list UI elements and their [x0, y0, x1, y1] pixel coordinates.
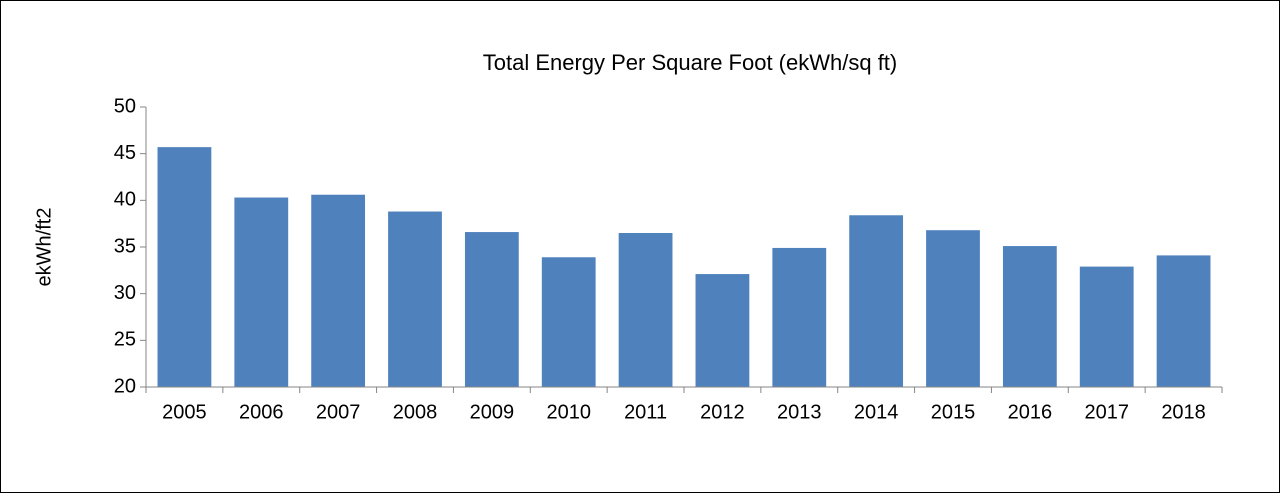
bar: [926, 230, 980, 387]
bar: [1079, 266, 1134, 387]
bar: [1156, 255, 1211, 387]
x-tick-label: 2018: [1161, 401, 1206, 423]
y-tick-label: 40: [114, 189, 136, 211]
x-tick-label: 2011: [624, 401, 667, 423]
bar: [1002, 246, 1057, 387]
bar: [311, 194, 366, 387]
y-tick-label: 45: [114, 142, 136, 164]
bar: [157, 147, 212, 387]
chart-title: Total Energy Per Square Foot (ekWh/sq ft…: [483, 50, 898, 75]
bar: [541, 257, 596, 387]
y-tick-label: 35: [114, 235, 136, 257]
bar: [695, 274, 750, 387]
y-axis-label: ekWh/ft2: [33, 208, 55, 287]
y-tick-label: 50: [114, 95, 136, 117]
x-tick-label: 2012: [700, 401, 745, 423]
x-tick-label: 2006: [239, 401, 284, 423]
x-tick-label: 2010: [546, 401, 591, 423]
y-tick-label: 30: [114, 282, 136, 304]
bar: [234, 197, 289, 387]
y-tick-label: 20: [114, 375, 136, 397]
bar: [849, 215, 904, 387]
x-tick-label: 2014: [854, 401, 899, 423]
y-tick-label: 25: [114, 329, 136, 351]
bar: [618, 233, 673, 387]
x-tick-label: 2017: [1084, 401, 1129, 423]
x-tick-label: 2015: [931, 401, 976, 423]
x-tick-label: 2016: [1008, 401, 1053, 423]
bar: [772, 247, 827, 387]
bar: [388, 211, 442, 387]
x-tick-label: 2009: [470, 401, 515, 423]
x-tick-label: 2005: [162, 401, 207, 423]
x-tick-label: 2013: [777, 401, 822, 423]
x-tick-label: 2007: [316, 401, 361, 423]
x-tick-label: 2008: [393, 401, 438, 423]
bar: [464, 232, 519, 387]
